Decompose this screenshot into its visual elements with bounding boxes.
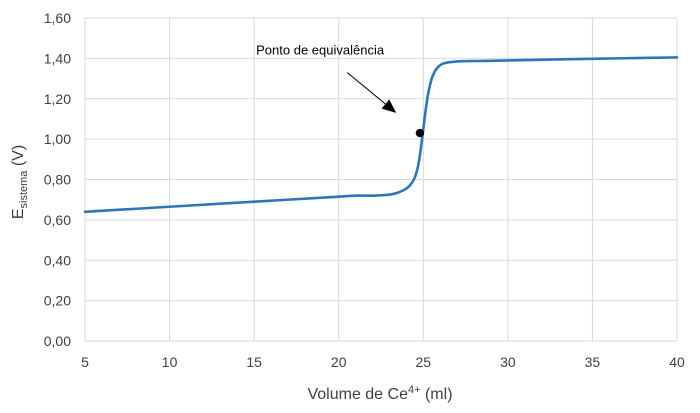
- y-tick-label: 0,40: [44, 252, 71, 268]
- y-axis-label-unit: (V): [10, 145, 27, 171]
- x-tick-label: 10: [162, 354, 178, 370]
- x-tick-label: 35: [585, 354, 601, 370]
- series-layer: [83, 56, 679, 214]
- y-tick-label: 1,00: [44, 131, 71, 147]
- y-tick-label: 0,20: [44, 293, 71, 309]
- annotation-label: Ponto de equivalência: [256, 42, 385, 57]
- y-axis-label: Esistema (V): [10, 145, 30, 219]
- y-tick-label: 0,00: [44, 333, 71, 349]
- x-tick-label: 25: [415, 354, 431, 370]
- x-axis-label: Volume de Ce4+ (ml): [307, 384, 452, 403]
- x-tick-label: 20: [331, 354, 347, 370]
- x-tick-label: 40: [669, 354, 685, 370]
- y-tick-label: 1,40: [44, 50, 71, 66]
- x-tick-label: 5: [81, 354, 89, 370]
- x-axis-label-text: Volume de Ce: [307, 386, 408, 403]
- grid-lines: [84, 17, 678, 342]
- y-axis-label-subscript: sistema: [18, 170, 30, 209]
- y-tick-label: 1,20: [44, 91, 71, 107]
- x-axis-label-superscript: 4+: [408, 384, 421, 396]
- equivalence-point-marker: [415, 128, 425, 138]
- x-axis-tick-labels: 5 10 15 20 25 30 35 40: [81, 354, 685, 370]
- x-axis-label-unit: (ml): [421, 386, 453, 403]
- annotation-arrow-line: [346, 72, 386, 105]
- y-tick-label: 1,60: [44, 10, 71, 26]
- y-axis-tick-labels: 0,00 0,20 0,40 0,60 0,80 1,00 1,20 1,40 1,60: [44, 10, 71, 349]
- y-tick-label: 0,80: [44, 172, 71, 188]
- annotation-layer: Ponto de equivalência: [256, 42, 397, 113]
- x-tick-label: 15: [246, 354, 262, 370]
- annotation-arrow-head: [381, 99, 397, 113]
- x-tick-label: 30: [500, 354, 516, 370]
- y-axis-label-text: E: [10, 209, 27, 220]
- series-line: [83, 56, 679, 214]
- y-tick-label: 0,60: [44, 212, 71, 228]
